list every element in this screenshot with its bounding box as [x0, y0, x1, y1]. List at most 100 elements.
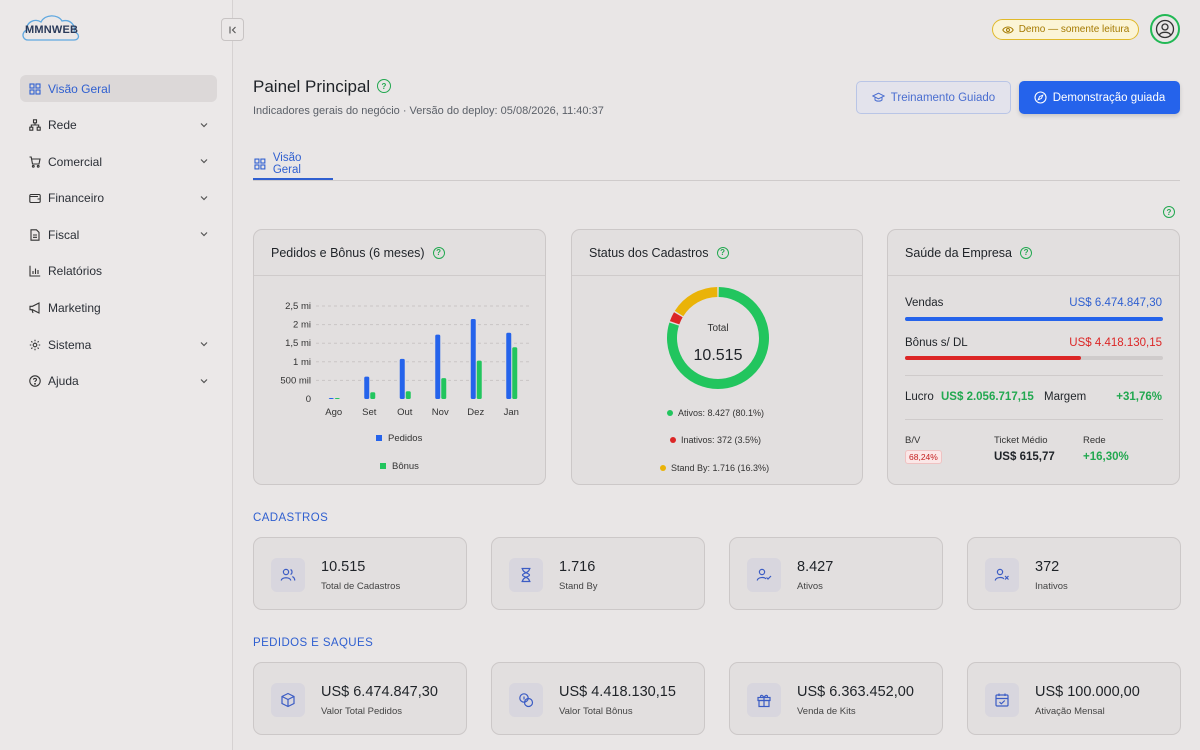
compass-icon [1034, 91, 1047, 104]
guided-demo-button[interactable]: Demonstração guiada [1019, 81, 1180, 114]
sidebar-item-label: Rede [48, 118, 77, 133]
guided-demo-label: Demonstração guiada [1052, 91, 1166, 104]
bar-bônus[interactable] [476, 360, 482, 399]
stat-label: Inativos [1035, 581, 1068, 592]
card-header: Status dos Cadastros ? [572, 230, 862, 276]
grid-icon [254, 158, 266, 170]
chevron-down-icon [200, 195, 208, 201]
card-header: Saúde da Empresa ? [888, 230, 1179, 276]
sales-progress-track [905, 317, 1163, 321]
help-icon[interactable]: ? [1163, 206, 1175, 218]
stat-label: Stand By [559, 581, 598, 592]
logo-text: MMNWEB [25, 24, 79, 36]
collapse-sidebar-button[interactable] [221, 18, 244, 41]
megaphone-icon [28, 302, 41, 315]
sales-value: US$ 6.474.847,30 [1069, 297, 1162, 309]
stat-value: US$ 6.363.452,00 [797, 684, 914, 700]
user-x-icon [985, 558, 1019, 592]
logo-cloud-icon [22, 15, 80, 41]
tab-visao-geral[interactable]: Visão Geral [253, 150, 333, 180]
chevron-down-icon [200, 159, 208, 164]
bar-pedidos[interactable] [435, 334, 441, 399]
bar-pedidos[interactable] [399, 358, 405, 399]
user-avatar-button[interactable] [1150, 14, 1180, 44]
sidebar-item-ajuda[interactable]: Ajuda [20, 368, 217, 395]
bar-pedidos[interactable] [470, 319, 476, 399]
sidebar-item-comercial[interactable]: Comercial [20, 148, 217, 175]
profit-label: Lucro [905, 391, 934, 403]
ticket-label: Ticket Médio [994, 435, 1048, 446]
stat-card-ativos: 8.427 Ativos [729, 537, 943, 610]
guided-training-button[interactable]: Treinamento Guiado [856, 81, 1011, 114]
legend-dot [667, 410, 673, 416]
legend-label: Inativos: 372 (3.5%) [681, 435, 762, 445]
network-icon [28, 119, 41, 132]
x-tick-label: Dez [467, 407, 484, 418]
grid-icon [28, 82, 41, 95]
help-circle-icon [28, 375, 41, 388]
sidebar-item-sistema[interactable]: Sistema [20, 331, 217, 358]
donut-slice-stand-by[interactable] [674, 287, 718, 317]
sidebar-item-financeiro[interactable]: Financeiro [20, 185, 217, 212]
stat-card-total-pedidos: US$ 6.474.847,30 Valor Total Pedidos [253, 662, 467, 735]
sidebar-item-fiscal[interactable]: Fiscal [20, 221, 217, 248]
rede-label: Rede [1083, 435, 1106, 446]
bar-bônus[interactable] [370, 392, 376, 399]
hourglass-icon [509, 558, 543, 592]
bar-bônus[interactable] [334, 398, 340, 399]
stat-label: Ativação Mensal [1035, 706, 1105, 717]
registration-status-card: Status dos Cadastros ? Total 10.515 Ativ… [571, 229, 863, 485]
y-tick-label: 500 mil [280, 375, 311, 386]
sidebar-item-label: Marketing [48, 301, 101, 316]
card-title: Pedidos e Bônus (6 meses) [271, 245, 425, 260]
demo-readonly-badge: Demo — somente leitura [992, 19, 1139, 40]
sidebar-item-label: Sistema [48, 337, 92, 352]
bar-pedidos[interactable] [506, 332, 512, 399]
bar-bônus[interactable] [441, 378, 447, 399]
sidebar-item-label: Financeiro [48, 191, 105, 206]
legend-label: Ativos: 8.427 (80.1%) [678, 408, 765, 418]
rede-value: +16,30% [1083, 451, 1129, 463]
ticket-value: US$ 615,77 [994, 451, 1055, 463]
sales-progress-fill [905, 317, 1163, 321]
bar-bônus[interactable] [405, 391, 411, 399]
legend-item-standby: Stand By: 1.716 (16.3%) [660, 463, 769, 473]
help-icon[interactable]: ? [716, 246, 729, 259]
x-tick-label: Set [362, 407, 377, 418]
stat-label: Valor Total Pedidos [321, 706, 402, 717]
stat-card-total-cadastros: 10.515 Total de Cadastros [253, 537, 467, 610]
bar-bônus[interactable] [512, 347, 518, 399]
legend-label: Stand By: 1.716 (16.3%) [671, 463, 770, 473]
help-icon[interactable]: ? [377, 79, 391, 93]
page-subtitle: Indicadores gerais do negócio · Versão d… [253, 105, 604, 117]
card-title: Status dos Cadastros [589, 245, 709, 260]
cart-icon [28, 155, 41, 168]
help-icon[interactable]: ? [432, 246, 445, 259]
stat-value: US$ 6.474.847,30 [321, 684, 438, 700]
sidebar-item-visao-geral[interactable]: Visão Geral [20, 75, 217, 102]
legend-label: Bônus [392, 461, 419, 472]
legend-dot [660, 465, 666, 471]
x-tick-label: Nov [432, 407, 449, 418]
legend-swatch [376, 435, 382, 441]
stat-value: US$ 4.418.130,15 [559, 684, 676, 700]
chevron-down-icon [200, 122, 208, 127]
bar-pedidos[interactable] [364, 376, 370, 399]
legend-dot [670, 437, 676, 443]
sidebar-item-relatorios[interactable]: Relatórios [20, 258, 217, 285]
chevron-down-icon [200, 342, 208, 347]
sidebar-item-rede[interactable]: Rede [20, 112, 217, 139]
donut-slice-ativos[interactable] [667, 287, 769, 389]
help-icon[interactable]: ? [1020, 246, 1033, 259]
stat-card-stand-by: 1.716 Stand By [491, 537, 705, 610]
sidebar-item-marketing[interactable]: Marketing [20, 295, 217, 322]
legend-label: Pedidos [388, 433, 423, 444]
bar-pedidos[interactable] [328, 398, 334, 399]
stat-value: 1.716 [559, 559, 596, 575]
donut-slice-inativos[interactable] [669, 312, 683, 325]
users-icon [271, 558, 305, 592]
x-tick-label: Jan [504, 407, 519, 418]
x-tick-label: Ago [325, 407, 342, 418]
profit-value: US$ 2.056.717,15 [941, 391, 1034, 403]
gift-icon [747, 683, 781, 717]
